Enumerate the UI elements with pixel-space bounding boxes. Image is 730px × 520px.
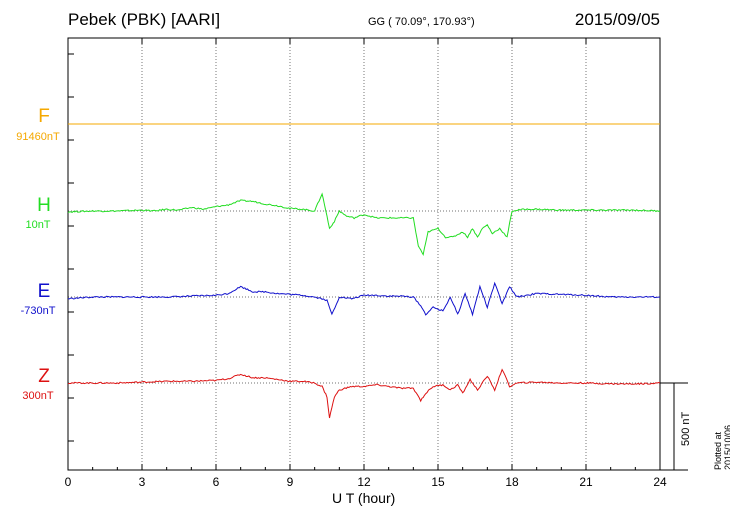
channel-h-name: H [37, 195, 51, 216]
station-title: Pebek (PBK) [AARI] [68, 10, 221, 29]
gridlines [68, 38, 660, 470]
channel-h-baseline: 10nT [25, 219, 51, 231]
x-tick-label: 9 [287, 475, 294, 489]
channel-z-name: Z [38, 366, 50, 387]
scale-bar [660, 382, 688, 471]
plot-date: 2015/09/05 [574, 10, 660, 29]
x-tick-label: 3 [139, 475, 146, 489]
channel-e-baseline: -730nT [20, 305, 56, 317]
channel-f-baseline: 91460nT [16, 131, 60, 143]
x-axis-label: U T (hour) [332, 490, 396, 506]
x-tick-label: 0 [65, 475, 72, 489]
x-tick-label: 21 [579, 475, 593, 489]
channel-f-name: F [38, 106, 50, 127]
channel-e-name: E [37, 281, 51, 302]
geographic-coordinates: GG ( 70.09°, 170.93°) [368, 16, 475, 28]
scale-bar-label: 500 nT [680, 411, 692, 446]
channel-z-baseline: 300nT [22, 390, 54, 402]
data-traces [67, 123, 661, 419]
trace-z [67, 368, 661, 419]
x-tick-label: 12 [357, 475, 371, 489]
axis-ticks: 0 3 6 9 12 15 18 21 24 [65, 38, 667, 489]
plotted-timestamp: Plotted at 2015/10/06 01:35 UT [713, 424, 730, 470]
x-tick-label: 24 [653, 475, 667, 489]
trace-e [67, 281, 661, 317]
x-tick-label: 18 [505, 475, 519, 489]
x-tick-label: 15 [431, 475, 445, 489]
x-tick-label: 6 [213, 475, 220, 489]
trace-h [67, 192, 661, 257]
